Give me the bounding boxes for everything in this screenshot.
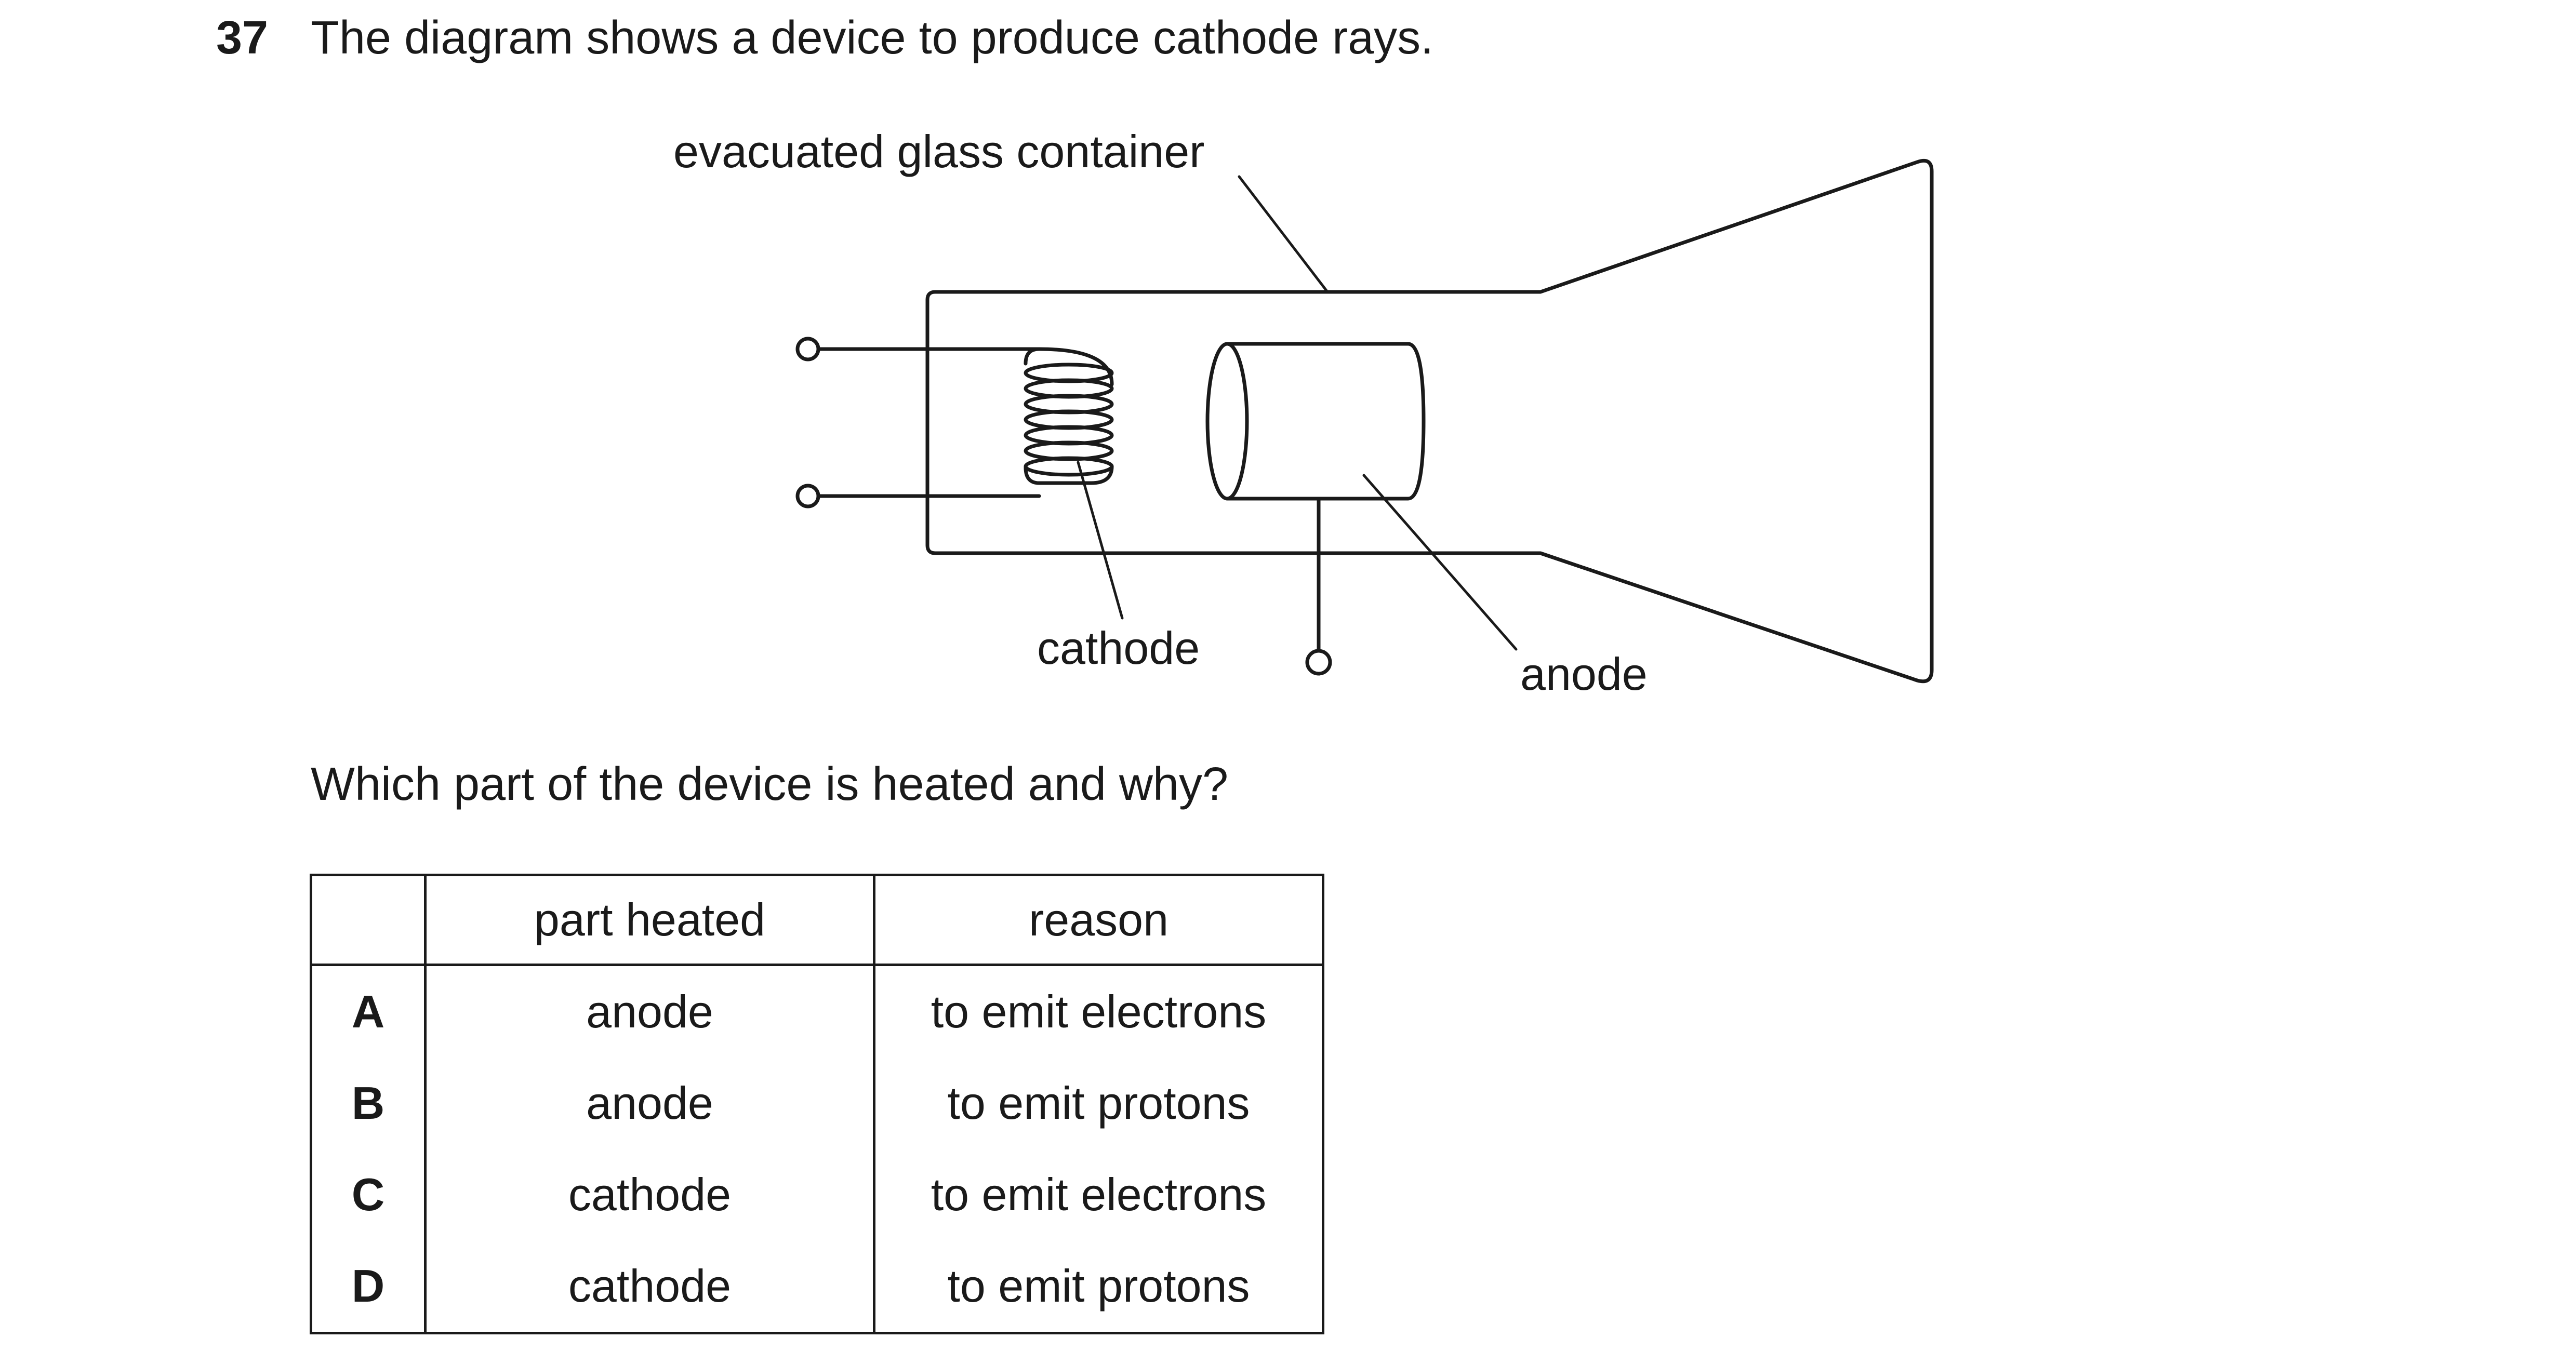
question-number: 37 [216, 12, 269, 64]
option-part: anode [424, 1058, 875, 1149]
option-letter: D [310, 1240, 427, 1334]
option-row-d[interactable]: D cathode to emit protons [310, 1240, 1324, 1334]
header-letter [310, 874, 427, 966]
anode-leader-line [1362, 474, 1518, 651]
cathode-terminal-bottom [795, 484, 820, 509]
cathode-terminal-top [795, 337, 820, 362]
option-row-b[interactable]: B anode to emit protons [310, 1058, 1324, 1149]
option-row-a[interactable]: A anode to emit electrons [310, 965, 1324, 1058]
option-reason: to emit electrons [873, 1149, 1324, 1240]
anode-label: anode [1520, 648, 1648, 700]
option-letter: C [310, 1149, 427, 1240]
question-stem: The diagram shows a device to produce ca… [311, 12, 1434, 64]
option-part: cathode [424, 1149, 875, 1240]
answer-options-table: part heated reason A anode to emit elect… [310, 874, 1324, 1334]
question-prompt: Which part of the device is heated and w… [311, 758, 1229, 810]
container-label: evacuated glass container [673, 126, 1204, 177]
anode-terminal [1305, 649, 1332, 676]
option-reason: to emit electrons [873, 965, 1324, 1058]
option-row-c[interactable]: C cathode to emit electrons [310, 1149, 1324, 1240]
header-reason: reason [873, 874, 1324, 966]
anode-cylinder-rim [1205, 342, 1249, 501]
option-reason: to emit protons [873, 1058, 1324, 1149]
cathode-ray-tube-diagram: evacuated glass container cathode anode [673, 126, 1934, 700]
header-part-heated: part heated [424, 874, 875, 966]
option-part: cathode [424, 1240, 875, 1334]
option-reason: to emit protons [873, 1240, 1324, 1334]
cathode-label: cathode [1037, 622, 1200, 674]
option-part: anode [424, 965, 875, 1058]
container-leader-line [1238, 175, 1329, 293]
anode-cylinder [1225, 342, 1426, 501]
option-letter: A [310, 965, 427, 1058]
option-letter: B [310, 1058, 427, 1149]
glass-container-outline [925, 158, 1934, 684]
table-header-row: part heated reason [310, 874, 1324, 966]
cathode-coil [1024, 363, 1114, 477]
cathode-leader-line [1077, 461, 1124, 620]
